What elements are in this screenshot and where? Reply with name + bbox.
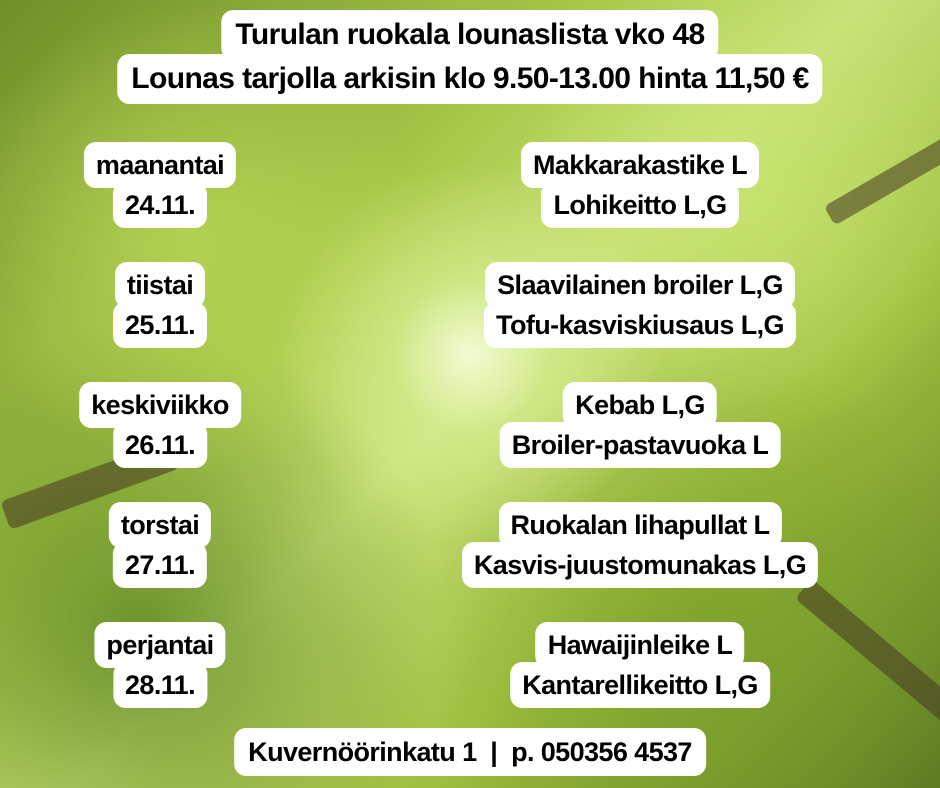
dish: Ruokalan lihapullat L [498,502,782,548]
day-label: tiistai 25.11. [113,262,207,348]
page-title: Turulan ruokala lounaslista vko 48 [221,10,719,60]
day-label: keskiviikko 26.11. [79,382,241,468]
day-name: perjantai [94,622,226,668]
dish: Kasvis-juustomunakas L,G [461,542,819,588]
dish: Tofu-kasviskiusaus L,G [484,302,796,348]
day-label: maanantai 24.11. [83,142,237,228]
day-name: torstai [108,502,212,548]
day-date: 26.11. [113,422,207,468]
menu-items: Ruokalan lihapullat L Kasvis-juustomunak… [461,502,819,588]
day-label: perjantai 28.11. [94,622,226,708]
dish: Hawaijinleike L [535,622,745,668]
day-name: keskiviikko [79,382,241,428]
day-name: tiistai [114,262,206,308]
dish: Lohikeitto L,G [541,182,739,228]
dish: Kebab L,G [563,382,717,428]
dish: Makkarakastike L [520,142,760,188]
menu-items: Slaavilainen broiler L,G Tofu-kasviskius… [484,262,796,348]
day-date: 27.11. [113,542,207,588]
menu-items: Hawaijinleike L Kantarellikeitto L,G [510,622,770,708]
dish: Broiler-pastavuoka L [499,422,781,468]
page-subtitle: Lounas tarjolla arkisin klo 9.50-13.00 h… [117,54,823,104]
menu-items: Kebab L,G Broiler-pastavuoka L [499,382,781,468]
header: Turulan ruokala lounaslista vko 48 Louna… [117,10,823,104]
day-label: torstai 27.11. [108,502,212,588]
dish: Slaavilainen broiler L,G [485,262,795,308]
day-date: 24.11. [113,182,207,228]
day-date: 28.11. [113,662,207,708]
dish: Kantarellikeitto L,G [510,662,770,708]
day-name: maanantai [83,142,237,188]
day-date: 25.11. [113,302,207,348]
menu-items: Makkarakastike L Lohikeitto L,G [520,142,760,228]
contact-info: Kuvernöörinkatu 1 | p. 050356 4537 [234,728,706,776]
footer: Kuvernöörinkatu 1 | p. 050356 4537 [234,728,706,776]
